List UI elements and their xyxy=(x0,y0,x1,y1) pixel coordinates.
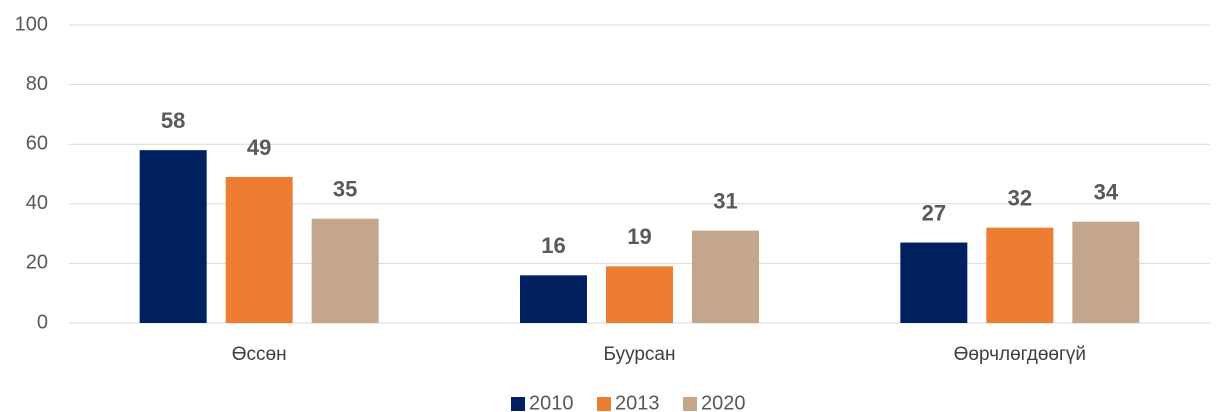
data-label: 19 xyxy=(627,224,651,249)
bar xyxy=(900,242,968,323)
bar xyxy=(311,218,379,323)
legend-swatch xyxy=(597,397,611,411)
data-label: 49 xyxy=(247,135,271,160)
bar xyxy=(520,275,587,323)
y-tick-label: 80 xyxy=(26,73,48,95)
bar xyxy=(139,150,207,323)
y-tick-label: 0 xyxy=(37,311,48,333)
bar xyxy=(606,266,673,323)
x-tick-label: Өөрчлөгдөөгүй xyxy=(954,344,1086,365)
x-tick-label: Өссөн xyxy=(232,344,287,365)
y-tick-label: 20 xyxy=(26,252,48,274)
legend-swatch xyxy=(683,397,697,411)
bar xyxy=(986,227,1054,323)
y-tick-label: 100 xyxy=(15,13,48,35)
data-label: 31 xyxy=(713,188,737,213)
data-label: 32 xyxy=(1008,185,1032,210)
bar xyxy=(225,176,293,323)
data-label: 58 xyxy=(161,108,185,133)
data-label: 27 xyxy=(922,200,946,225)
y-tick-label: 40 xyxy=(26,192,48,214)
legend-label: 2020 xyxy=(701,392,746,412)
legend-swatch xyxy=(511,397,525,411)
data-label: 34 xyxy=(1094,179,1119,204)
y-tick-label: 60 xyxy=(26,132,48,154)
x-tick-label: Буурсан xyxy=(604,344,676,365)
data-label: 35 xyxy=(333,177,357,202)
data-label: 16 xyxy=(541,233,565,258)
bar xyxy=(1072,221,1140,323)
bar xyxy=(692,230,759,323)
legend-label: 2010 xyxy=(529,392,574,412)
legend-label: 2013 xyxy=(615,392,660,412)
